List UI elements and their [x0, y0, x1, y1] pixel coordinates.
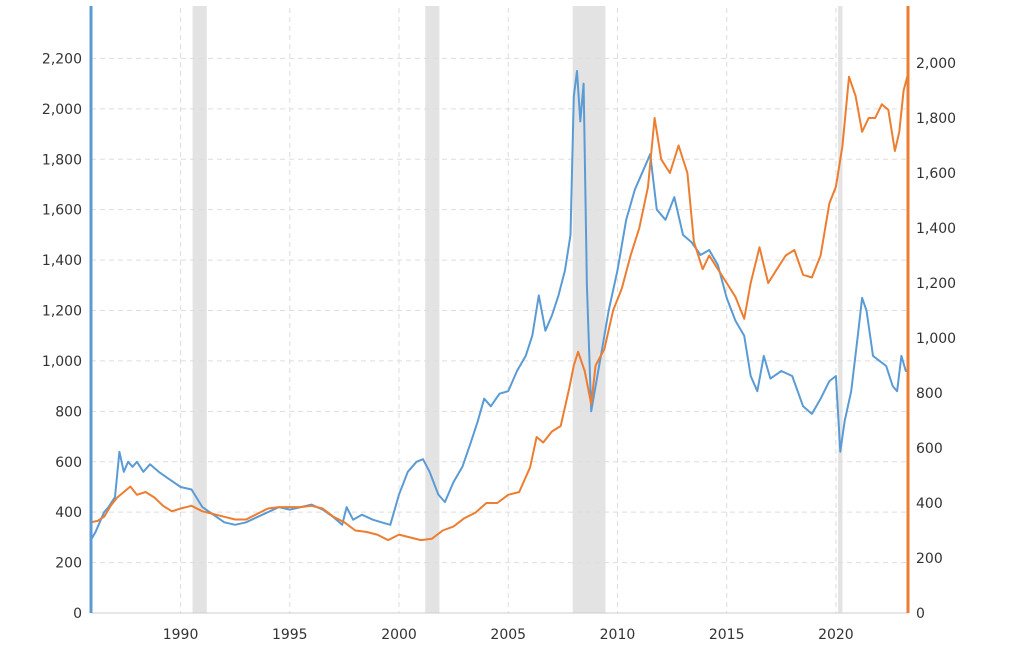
y-right-tick-label: 1,400 — [916, 221, 956, 237]
x-tick-label: 1990 — [163, 627, 199, 643]
recession-band-2 — [572, 6, 606, 613]
y-left-tick-label: 400 — [55, 505, 82, 521]
x-tick-label: 1995 — [272, 627, 308, 643]
tick-labels: 0 200 400 600 800 1,000 1,200 1,400 1,600 1,800 2,… — [42, 51, 956, 643]
series-line-left — [90, 70, 907, 541]
recession-band-3 — [838, 6, 843, 613]
y-right-tick-label: 800 — [916, 386, 943, 402]
recession-band-0 — [192, 6, 207, 613]
y-right-tick-label: 1,200 — [916, 276, 956, 292]
y-left-tick-label: 0 — [73, 606, 82, 622]
y-right-tick-label: 400 — [916, 496, 943, 512]
x-tick-label: 2010 — [600, 627, 636, 643]
y-right-tick-label: 1,600 — [916, 166, 956, 182]
series-lines — [90, 70, 909, 542]
series-line-right — [90, 73, 909, 542]
axes — [89, 6, 910, 614]
y-right-tick-label: 1,000 — [916, 331, 956, 347]
y-right-tick-label: 200 — [916, 551, 943, 567]
recession-band-1 — [425, 6, 440, 613]
y-left-tick-label: 1,600 — [42, 203, 82, 219]
y-left-tick-label: 1,000 — [42, 354, 82, 370]
y-right-tick-label: 1,800 — [916, 111, 956, 127]
y-left-tick-label: 1,800 — [42, 152, 82, 168]
x-tick-label: 2005 — [490, 627, 526, 643]
y-left-tick-label: 2,200 — [42, 51, 82, 67]
y-right-tick-label: 600 — [916, 441, 943, 457]
y-left-tick-label: 1,400 — [42, 253, 82, 269]
y-left-tick-label: 1,200 — [42, 304, 82, 320]
x-tick-label: 2020 — [818, 627, 854, 643]
y-left-tick-label: 2,000 — [42, 102, 82, 118]
y-left-tick-label: 600 — [55, 455, 82, 471]
gridlines — [91, 8, 908, 613]
x-tick-label: 2000 — [381, 627, 417, 643]
y-right-tick-label: 0 — [916, 606, 925, 622]
y-right-tick-label: 2,000 — [916, 56, 956, 72]
y-left-tick-label: 800 — [55, 404, 82, 420]
y-left-tick-label: 200 — [55, 556, 82, 572]
x-tick-label: 2015 — [709, 627, 745, 643]
